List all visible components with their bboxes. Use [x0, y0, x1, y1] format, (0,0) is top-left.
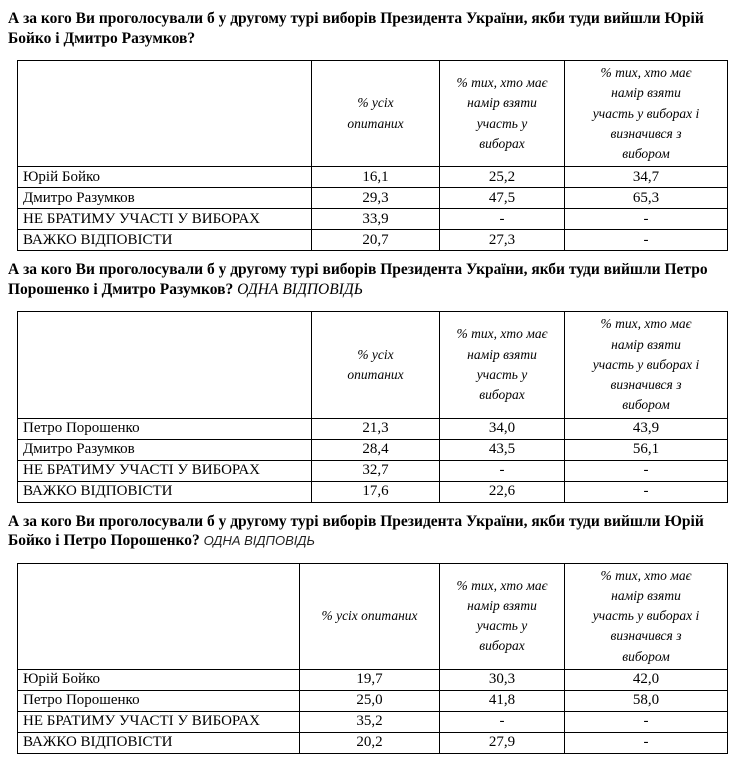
- question-text: А за кого Ви проголосували б у другому т…: [8, 512, 704, 550]
- table-row: ВАЖКО ВІДПОВІСТИ 20,7 27,3 -: [17, 229, 728, 252]
- value-cell-decided: 34,7: [564, 166, 728, 189]
- value-cell-all-respondents: 29,3: [311, 187, 440, 210]
- column-header-decided: % тих, хто має намір взяти участь у вибо…: [564, 311, 728, 419]
- row-label-cell: ВАЖКО ВІДПОВІСТИ: [17, 229, 312, 252]
- column-header-all-respondents: % усіх опитаних: [311, 311, 440, 419]
- table-row: Юрій Бойко 19,7 30,3 42,0: [17, 668, 728, 691]
- row-label-cell: Петро Порошенко: [17, 689, 300, 712]
- value-cell-intend-vote: 34,0: [439, 417, 565, 440]
- survey-question-heading: А за кого Ви проголосували б у другому т…: [8, 260, 735, 299]
- table-header-row: % усіх опитаних % тих, хто має намір взя…: [17, 60, 728, 168]
- value-cell-intend-vote: 41,8: [439, 689, 565, 712]
- value-cell-intend-vote: -: [439, 459, 565, 482]
- value-cell-decided: -: [564, 229, 728, 252]
- question-text: А за кого Ви проголосували б у другому т…: [8, 10, 704, 47]
- value-cell-decided: 58,0: [564, 689, 728, 712]
- row-label-cell: НЕ БРАТИМУ УЧАСТІ У ВИБОРАХ: [17, 710, 300, 733]
- value-cell-decided: 56,1: [564, 438, 728, 461]
- value-cell-intend-vote: -: [439, 710, 565, 733]
- column-header-decided: % тих, хто має намір взяти участь у вибо…: [564, 562, 728, 670]
- row-label-cell: Дмитро Разумков: [17, 187, 312, 210]
- row-label-cell: ВАЖКО ВІДПОВІСТИ: [17, 480, 312, 503]
- value-cell-all-respondents: 35,2: [299, 710, 440, 733]
- value-cell-all-respondents: 32,7: [311, 459, 440, 482]
- value-cell-all-respondents: 25,0: [299, 689, 440, 712]
- value-cell-decided: 42,0: [564, 668, 728, 691]
- survey-question-heading: А за кого Ви проголосували б у другому т…: [8, 512, 735, 551]
- table-row: Петро Порошенко 21,3 34,0 43,9: [17, 417, 728, 440]
- value-cell-decided: 65,3: [564, 187, 728, 210]
- table-row: Юрій Бойко 16,1 25,2 34,7: [17, 166, 728, 189]
- table-row: НЕ БРАТИМУ УЧАСТІ У ВИБОРАХ 35,2 - -: [17, 710, 728, 733]
- column-header-intend-vote: % тих, хто має намір взяти участь у вибо…: [439, 60, 565, 168]
- table-row: НЕ БРАТИМУ УЧАСТІ У ВИБОРАХ 32,7 - -: [17, 459, 728, 482]
- value-cell-decided: -: [564, 480, 728, 503]
- value-cell-all-respondents: 33,9: [311, 208, 440, 231]
- single-answer-note: ОДНА ВІДПОВІДЬ: [203, 533, 315, 549]
- results-table-boiko-razumkov: % усіх опитаних % тих, хто має намір взя…: [17, 60, 728, 252]
- table-header-row: % усіх опитаних % тих, хто має намір взя…: [17, 562, 728, 670]
- table-row: НЕ БРАТИМУ УЧАСТІ У ВИБОРАХ 33,9 - -: [17, 208, 728, 231]
- survey-section-poroshenko-razumkov: А за кого Ви проголосували б у другому т…: [7, 260, 735, 503]
- question-text: А за кого Ви проголосували б у другому т…: [8, 261, 708, 298]
- value-cell-intend-vote: 30,3: [439, 668, 565, 691]
- value-cell-intend-vote: 27,3: [439, 229, 565, 252]
- value-cell-all-respondents: 20,7: [311, 229, 440, 252]
- value-cell-intend-vote: 43,5: [439, 438, 565, 461]
- column-header-intend-vote: % тих, хто має намір взяти участь у вибо…: [439, 562, 565, 670]
- row-label-cell: НЕ БРАТИМУ УЧАСТІ У ВИБОРАХ: [17, 459, 312, 482]
- survey-section-boiko-razumkov: А за кого Ви проголосували б у другому т…: [7, 9, 735, 252]
- value-cell-decided: -: [564, 710, 728, 733]
- value-cell-intend-vote: 25,2: [439, 166, 565, 189]
- row-label-cell: НЕ БРАТИМУ УЧАСТІ У ВИБОРАХ: [17, 208, 312, 231]
- value-cell-decided: 43,9: [564, 417, 728, 440]
- table-header-row: % усіх опитаних % тих, хто має намір взя…: [17, 311, 728, 419]
- table-row: Дмитро Разумков 29,3 47,5 65,3: [17, 187, 728, 210]
- results-table-poroshenko-razumkov: % усіх опитаних % тих, хто має намір взя…: [17, 311, 728, 503]
- value-cell-intend-vote: 47,5: [439, 187, 565, 210]
- row-label-cell: Юрій Бойко: [17, 668, 300, 691]
- table-row: Дмитро Разумков 28,4 43,5 56,1: [17, 438, 728, 461]
- row-label-cell: Петро Порошенко: [17, 417, 312, 440]
- table-row: Петро Порошенко 25,0 41,8 58,0: [17, 689, 728, 712]
- column-header-blank: [17, 562, 300, 670]
- column-header-blank: [17, 60, 312, 168]
- value-cell-decided: -: [564, 208, 728, 231]
- value-cell-intend-vote: 22,6: [439, 480, 565, 503]
- value-cell-intend-vote: -: [439, 208, 565, 231]
- value-cell-all-respondents: 28,4: [311, 438, 440, 461]
- value-cell-all-respondents: 16,1: [311, 166, 440, 189]
- survey-question-heading: А за кого Ви проголосували б у другому т…: [8, 9, 735, 48]
- single-answer-note: ОДНА ВІДПОВІДЬ: [237, 280, 363, 298]
- row-label-cell: Дмитро Разумков: [17, 438, 312, 461]
- column-header-intend-vote: % тих, хто має намір взяти участь у вибо…: [439, 311, 565, 419]
- column-header-blank: [17, 311, 312, 419]
- survey-section-boiko-poroshenko: А за кого Ви проголосували б у другому т…: [7, 512, 735, 754]
- value-cell-all-respondents: 21,3: [311, 417, 440, 440]
- row-label-cell: Юрій Бойко: [17, 166, 312, 189]
- column-header-all-respondents: % усіх опитаних: [299, 562, 440, 670]
- results-table-boiko-poroshenko: % усіх опитаних % тих, хто має намір взя…: [17, 562, 728, 754]
- value-cell-decided: -: [564, 459, 728, 482]
- column-header-all-respondents: % усіх опитаних: [311, 60, 440, 168]
- table-row: ВАЖКО ВІДПОВІСТИ 17,6 22,6 -: [17, 480, 728, 503]
- value-cell-all-respondents: 17,6: [311, 480, 440, 503]
- column-header-decided: % тих, хто має намір взяти участь у вибо…: [564, 60, 728, 168]
- value-cell-all-respondents: 19,7: [299, 668, 440, 691]
